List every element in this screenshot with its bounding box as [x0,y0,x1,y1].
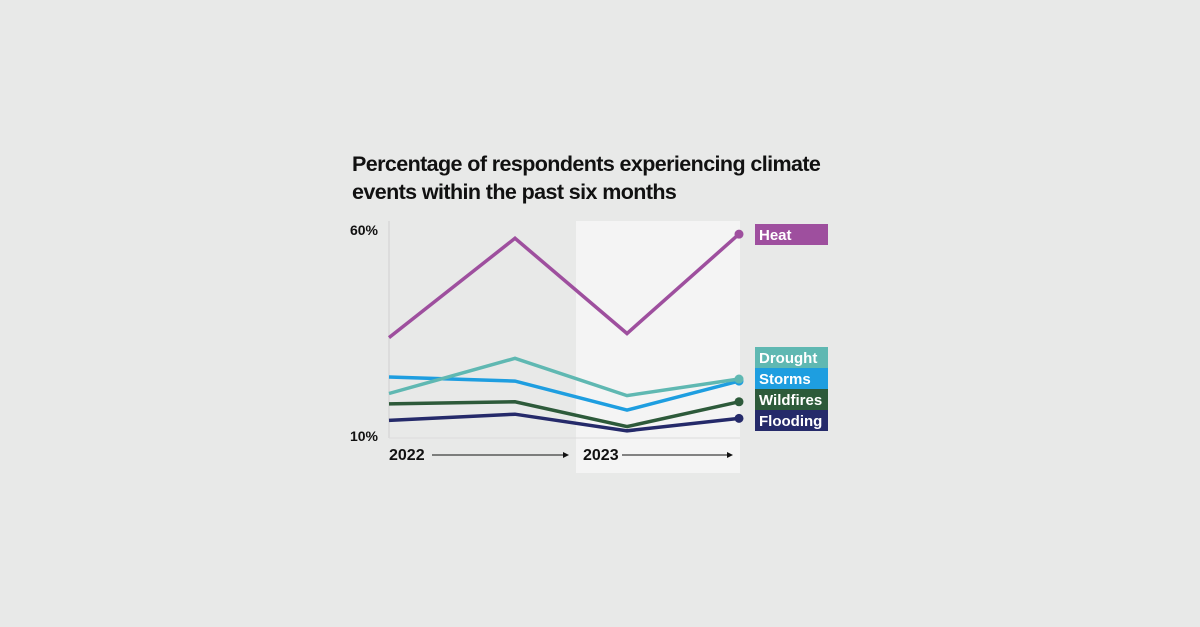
legend-label-wildfires: Wildfires [759,392,822,409]
x-tick-label-2022: 2022 [389,447,425,464]
chart-title: Percentage of respondents experiencing c… [352,152,821,204]
legend-label-storms: Storms [759,371,811,388]
legend-label-drought: Drought [759,350,817,367]
y-tick-label-10: 10% [350,428,379,444]
end-point-wildfires [734,397,744,407]
arrowhead-2023 [727,452,733,458]
y-tick-label-60: 60% [350,222,379,238]
x-tick-label-2023: 2023 [583,447,619,464]
legend-swatch-drought [755,347,828,368]
series-line-wildfires [388,400,740,429]
legend-swatch-heat [755,224,828,245]
series-line-storms [388,375,740,412]
legend-label-flooding: Flooding [759,413,822,430]
series-line-heat [387,232,741,339]
legend-swatch-flooding [755,410,828,431]
legend-swatch-wildfires [755,389,828,410]
arrowhead-2022 [563,452,569,458]
end-point-flooding [734,413,744,423]
series-line-drought [388,356,740,398]
end-point-drought [734,374,744,384]
highlight-2023-band [576,221,740,473]
end-point-heat [734,229,744,239]
legend-label-heat: Heat [759,227,792,244]
series-line-flooding [388,412,740,433]
legend-swatch-storms [755,368,828,389]
